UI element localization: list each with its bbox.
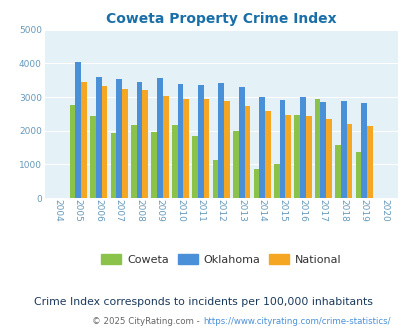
Bar <box>90 116 96 198</box>
Bar <box>171 125 177 198</box>
Bar <box>177 83 183 198</box>
Bar <box>360 103 366 198</box>
Bar <box>116 79 122 198</box>
Text: © 2025 CityRating.com -: © 2025 CityRating.com - <box>92 317 202 326</box>
Bar <box>340 101 346 198</box>
Bar <box>285 115 290 198</box>
Bar <box>136 82 142 198</box>
Bar <box>305 115 311 198</box>
Bar <box>253 169 259 198</box>
Bar <box>81 82 87 198</box>
Bar <box>198 85 203 198</box>
Bar <box>346 124 352 198</box>
Bar <box>142 90 148 198</box>
Bar <box>122 88 128 198</box>
Bar <box>355 152 360 198</box>
Bar <box>264 111 270 198</box>
Bar <box>151 132 157 198</box>
Bar <box>232 131 238 198</box>
Bar <box>192 136 198 198</box>
Bar <box>299 97 305 198</box>
Bar <box>203 99 209 198</box>
Bar <box>157 78 162 198</box>
Bar <box>314 99 320 198</box>
Bar <box>96 77 101 198</box>
Text: Crime Index corresponds to incidents per 100,000 inhabitants: Crime Index corresponds to incidents per… <box>34 297 371 307</box>
Bar <box>366 126 372 198</box>
Bar <box>294 115 299 198</box>
Bar <box>70 106 75 198</box>
Legend: Coweta, Oklahoma, National: Coweta, Oklahoma, National <box>101 254 340 265</box>
Bar <box>162 96 168 198</box>
Bar <box>325 119 331 198</box>
Bar <box>273 164 279 198</box>
Bar <box>224 101 229 198</box>
Bar <box>335 145 340 198</box>
Bar <box>218 83 224 198</box>
Bar <box>101 85 107 198</box>
Bar <box>259 97 264 198</box>
Text: https://www.cityrating.com/crime-statistics/: https://www.cityrating.com/crime-statist… <box>202 317 390 326</box>
Bar <box>75 62 81 198</box>
Bar <box>183 99 189 198</box>
Bar <box>238 87 244 198</box>
Bar <box>110 133 116 198</box>
Bar <box>320 102 325 198</box>
Bar <box>212 160 218 198</box>
Bar <box>131 125 136 198</box>
Bar <box>279 100 285 198</box>
Title: Coweta Property Crime Index: Coweta Property Crime Index <box>106 12 336 26</box>
Bar <box>244 107 249 198</box>
